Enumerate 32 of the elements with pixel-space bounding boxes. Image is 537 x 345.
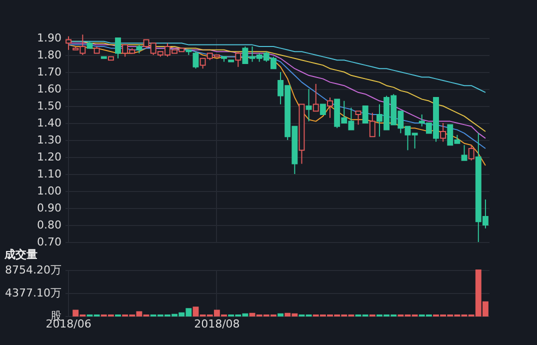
y-tick-label: 1.30 (37, 134, 62, 146)
candlestick (306, 88, 312, 122)
chart-title: 成交量 (4, 248, 38, 261)
candlestick (66, 36, 72, 50)
y-tick-label: 1.80 (37, 48, 62, 62)
bar (278, 313, 284, 316)
candlestick (312, 83, 319, 112)
y-tick-label: 1.40 (37, 116, 62, 130)
candlestick (461, 144, 468, 161)
y-tick-label: 1.20 (37, 150, 62, 164)
y-tick-label: 0.90 (37, 202, 62, 214)
candlestick (320, 104, 326, 115)
y-tick-label: 1.00 (37, 184, 62, 198)
y-tick-label: 1.60 (37, 82, 62, 96)
y-tick-label: 1.10 (37, 168, 62, 180)
candlestick (369, 112, 376, 138)
y-tick-label: 4377.10万 (5, 286, 62, 300)
y-tick-label: 1.50 (37, 100, 62, 112)
candlestick (355, 110, 362, 126)
y-tick-label: 1.70 (37, 66, 62, 78)
candlestick (327, 97, 333, 118)
candlestick (440, 122, 446, 142)
candlestick (115, 38, 121, 59)
candlestick (235, 51, 242, 68)
candlestick (468, 144, 474, 161)
y-tick-label: 0.80 (37, 218, 62, 232)
x-tick-label: 2018/08 (194, 318, 240, 330)
y-tick-label: 0.70 (37, 236, 62, 248)
candlestick (192, 51, 199, 70)
y-tick-label: 1.90 (37, 32, 62, 44)
y-tick-label: 8754.20万 (5, 264, 62, 276)
candlestick (362, 106, 368, 124)
